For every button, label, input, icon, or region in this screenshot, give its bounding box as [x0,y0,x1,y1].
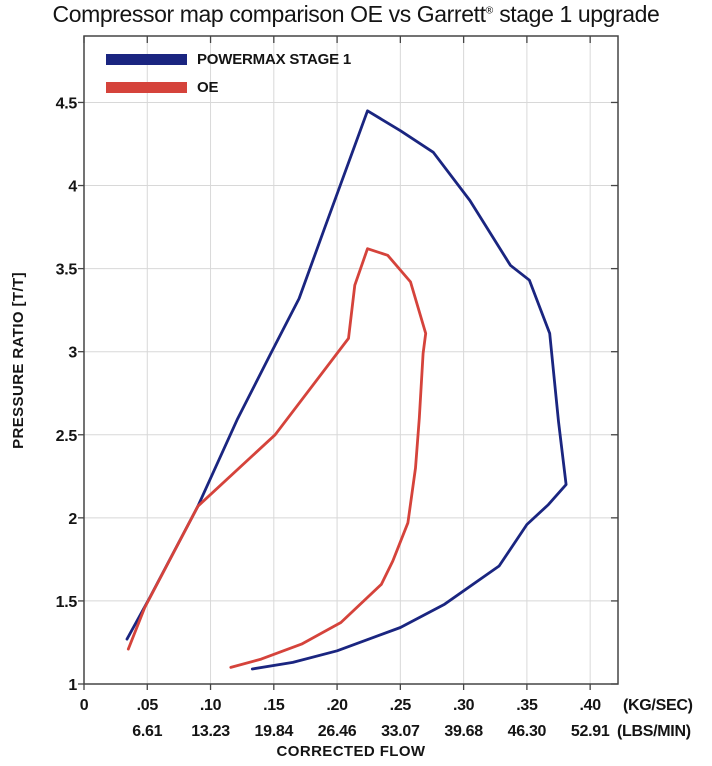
x-tick-label-secondary: 6.61 [132,723,162,740]
x-unit-secondary: (LBS/MIN) [617,723,691,740]
y-tick-label: 2 [68,511,77,528]
x-tick-label: .20 [326,697,348,714]
x-tick-label: .25 [390,697,412,714]
x-tick-label: .10 [200,697,222,714]
series-line-oe [126,247,428,669]
chart-title: Compressor map comparison OE vs Garrett®… [0,1,712,28]
x-tick-label: .40 [579,697,601,714]
legend: POWERMAX STAGE 1 OE [106,51,352,96]
legend-label-powermax: POWERMAX STAGE 1 [197,51,352,68]
series-line-powermax-stage-1 [125,109,568,671]
x-tick-label: .05 [137,697,159,714]
chart-title-text: Compressor map comparison OE vs Garrett [52,1,486,27]
x-tick-label-secondary: 33.07 [381,723,420,740]
y-tick-label: 3.5 [56,262,78,279]
x-tick-label-secondary: 19.84 [255,723,294,740]
y-tick-label: 4 [68,179,77,196]
x-tick-label-secondary: 13.23 [191,723,230,740]
x-tick-label-secondary: 26.46 [318,723,357,740]
x-axis-label: CORRECTED FLOW [276,743,426,760]
y-axis-label-container: PRESSURE RATIO [T/T] [6,36,30,684]
x-tick-label: .35 [516,697,538,714]
y-tick-label: 1 [68,677,77,694]
plot-border [83,35,619,685]
chart-title-suffix: stage 1 upgrade [493,1,660,27]
x-tick-label-secondary: 52.91 [571,723,610,740]
x-tick-label: 0 [80,697,89,714]
x-unit-primary: (KG/SEC) [623,697,693,714]
legend-swatch-oe [106,82,187,93]
y-tick-label: 1.5 [56,594,78,611]
y-axis-label: PRESSURE RATIO [T/T] [9,271,27,449]
x-tick-label-secondary: 39.68 [444,723,483,740]
y-tick-label: 2.5 [56,428,78,445]
legend-item-oe: OE [106,79,351,96]
legend-swatch-powermax [106,54,187,65]
x-tick-label-secondary: 46.30 [508,723,547,740]
registered-trademark-symbol: ® [485,5,494,17]
x-tick-label: .30 [453,697,475,714]
legend-label-oe: OE [197,79,219,96]
legend-item-powermax: POWERMAX STAGE 1 [106,51,352,68]
x-tick-label: .15 [263,697,285,714]
y-tick-label: 3 [68,345,77,362]
y-tick-label: 4.5 [56,95,78,112]
